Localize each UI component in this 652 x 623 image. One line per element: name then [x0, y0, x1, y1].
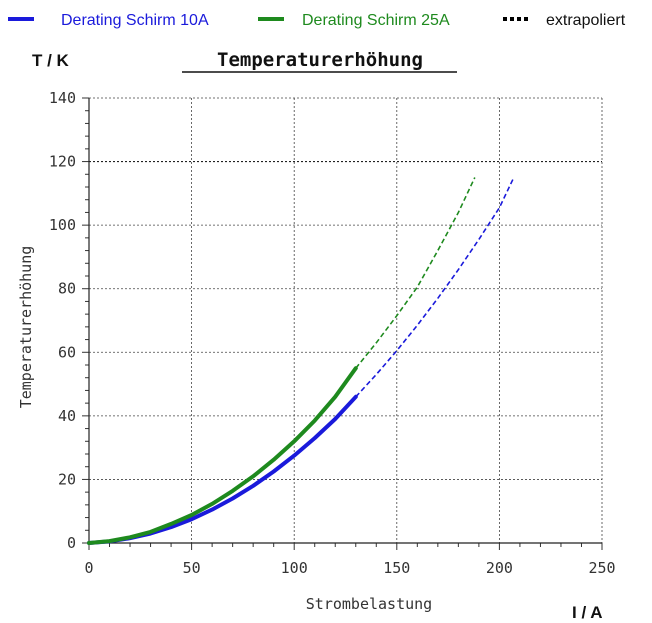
ticks: 0 50 100 150 200 250 0 20 40 60 80 100 120 140 — [49, 89, 616, 577]
y-unit-label: T / K — [32, 51, 70, 70]
series-25a-measured — [87, 366, 358, 545]
x-tick-label: 200 — [486, 559, 513, 577]
y-tick-label: 40 — [58, 407, 76, 425]
plot-area — [87, 177, 515, 545]
legend: Derating Schirm 10A Derating Schirm 25A … — [8, 12, 626, 29]
plot-background — [89, 98, 602, 543]
legend-label-10a: Derating Schirm 10A — [61, 12, 209, 29]
x-tick-label: 100 — [281, 559, 308, 577]
series-10a-extrapolated — [355, 177, 515, 398]
chart-title: Temperaturerhöhung — [217, 49, 423, 71]
grid — [89, 97, 603, 543]
y-axis-title: Temperaturerhöhung — [17, 246, 35, 409]
y-tick-label: 120 — [49, 153, 76, 171]
x-tick-label: 50 — [183, 559, 201, 577]
x-axis-title: Strombelastung — [306, 595, 432, 613]
x-tick-label: 250 — [588, 559, 615, 577]
y-tick-label: 100 — [49, 216, 76, 234]
x-tick-label: 150 — [383, 559, 410, 577]
x-unit-label: I / A — [572, 603, 603, 622]
legend-label-25a: Derating Schirm 25A — [302, 12, 450, 29]
y-tick-label: 20 — [58, 470, 76, 488]
y-tick-label: 60 — [58, 343, 76, 361]
y-tick-label: 80 — [58, 280, 76, 298]
series-25a-extrapolated — [355, 177, 476, 369]
x-tick-label: 0 — [84, 559, 93, 577]
y-tick-label: 0 — [67, 534, 76, 552]
legend-label-extrapoliert: extrapoliert — [546, 12, 626, 29]
y-tick-label: 140 — [49, 89, 76, 107]
